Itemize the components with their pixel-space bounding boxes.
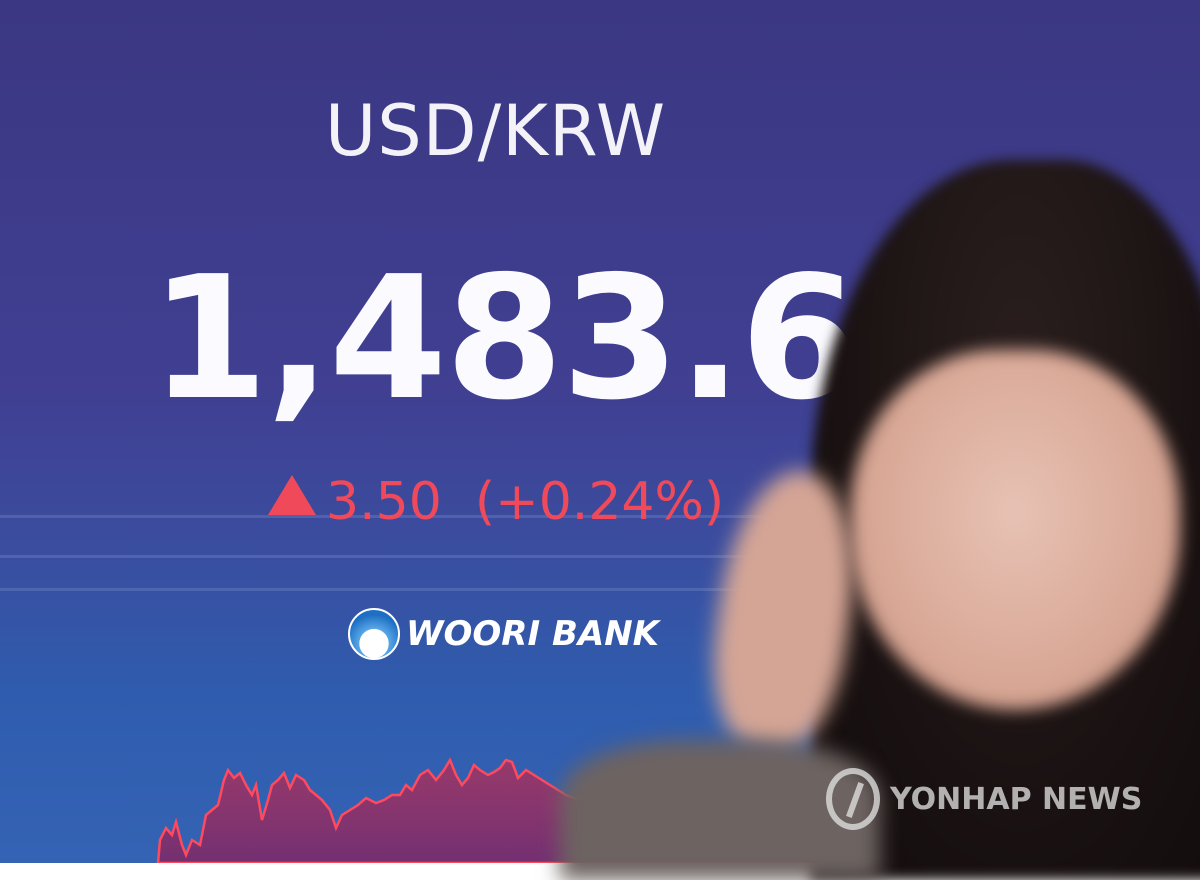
change-percent: (+0.24%)	[474, 472, 725, 532]
divider	[0, 555, 1200, 558]
watermark: YONHAP NEWS	[826, 768, 1142, 830]
person-sleeve	[560, 740, 880, 880]
person-face	[850, 350, 1180, 710]
up-triangle-icon	[268, 475, 316, 515]
divider	[0, 588, 1200, 591]
divider	[0, 515, 1200, 518]
rate-change: 3.50 (+0.24%)	[268, 472, 724, 532]
yonhap-logo-icon	[826, 768, 880, 830]
watermark-text: YONHAP NEWS	[890, 781, 1143, 817]
bank-logo: WOORI BANK	[348, 608, 659, 660]
change-value: 3.50	[326, 472, 442, 532]
woori-logo-icon	[348, 608, 400, 660]
currency-pair: USD/KRW	[325, 90, 667, 172]
bank-name: WOORI BANK	[406, 614, 660, 654]
